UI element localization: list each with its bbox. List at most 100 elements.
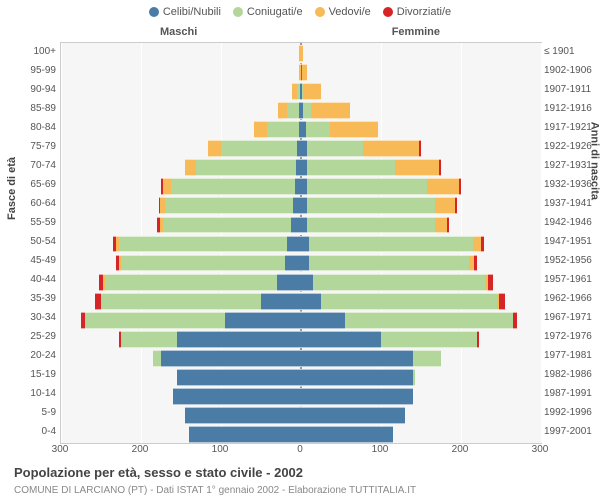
dot-icon	[383, 7, 393, 17]
bar-segment	[105, 274, 277, 291]
y-tick-age: 90-94	[22, 84, 56, 95]
age-row	[61, 255, 541, 270]
bar-segment	[177, 369, 301, 386]
y-tick-age: 30-34	[22, 312, 56, 323]
age-row	[61, 64, 541, 79]
age-row	[61, 121, 541, 136]
chart-source: COMUNE DI LARCIANO (PT) - Dati ISTAT 1° …	[14, 485, 416, 496]
bar-segment	[307, 197, 435, 214]
bar-segment	[171, 178, 295, 195]
column-label-female: Femmine	[392, 26, 440, 38]
y-tick-birth: 1942-1946	[544, 217, 598, 228]
bar-segment	[307, 217, 435, 234]
x-tick: 200	[132, 444, 149, 455]
age-row	[61, 274, 541, 289]
y-tick-birth: 1972-1976	[544, 331, 598, 342]
age-row	[61, 217, 541, 232]
bar-segment	[481, 236, 484, 253]
plot-area	[60, 42, 542, 444]
bar-segment	[291, 217, 301, 234]
bar-segment	[196, 159, 296, 176]
age-row	[61, 197, 541, 212]
bar-segment	[189, 426, 301, 443]
y-tick-birth: ≤ 1901	[544, 46, 598, 57]
bar-segment	[309, 255, 469, 272]
bar-segment	[499, 293, 505, 310]
bar-segment	[285, 255, 301, 272]
bar-segment	[413, 369, 415, 386]
dot-icon	[315, 7, 325, 17]
y-tick-birth: 1987-1991	[544, 388, 598, 399]
legend-label: Divorziati/e	[397, 6, 451, 18]
bar-segment	[309, 236, 473, 253]
legend: Celibi/Nubili Coniugati/e Vedovi/e Divor…	[0, 0, 600, 18]
bar-segment	[121, 331, 177, 348]
y-tick-age: 60-64	[22, 198, 56, 209]
x-tick: 0	[297, 444, 303, 455]
y-tick-birth: 1952-1956	[544, 255, 598, 266]
y-tick-birth: 1937-1941	[544, 198, 598, 209]
bar-segment	[293, 197, 301, 214]
y-tick-age: 85-89	[22, 103, 56, 114]
bar-segment	[419, 140, 421, 157]
bar-segment	[301, 369, 413, 386]
y-tick-age: 15-19	[22, 369, 56, 380]
y-tick-age: 25-29	[22, 331, 56, 342]
legend-item-divorced: Divorziati/e	[383, 6, 451, 18]
population-pyramid: Celibi/Nubili Coniugati/e Vedovi/e Divor…	[0, 0, 600, 500]
x-tick: 300	[532, 444, 549, 455]
bar-segment	[85, 312, 225, 329]
age-row	[61, 178, 541, 193]
bar-segment	[363, 140, 419, 157]
age-row	[61, 293, 541, 308]
gridline	[541, 43, 542, 443]
bar-segment	[488, 274, 493, 291]
bar-segment	[301, 312, 345, 329]
y-tick-birth: 1982-1986	[544, 369, 598, 380]
bar-segment	[303, 83, 321, 100]
bar-segment	[455, 197, 457, 214]
y-tick-age: 70-74	[22, 160, 56, 171]
legend-item-widowed: Vedovi/e	[315, 6, 371, 18]
bar-segment	[513, 312, 517, 329]
legend-label: Coniugati/e	[247, 6, 303, 18]
bar-segment	[413, 350, 441, 367]
y-tick-birth: 1907-1911	[544, 84, 598, 95]
age-row	[61, 350, 541, 365]
bar-segment	[254, 121, 267, 138]
bar-segment	[321, 293, 497, 310]
bar-segment	[439, 159, 441, 176]
legend-label: Vedovi/e	[329, 6, 371, 18]
bar-segment	[330, 121, 378, 138]
legend-item-single: Celibi/Nubili	[149, 6, 221, 18]
y-tick-birth: 1917-1921	[544, 122, 598, 133]
bar-segment	[307, 140, 363, 157]
bar-segment	[303, 102, 311, 119]
y-tick-age: 10-14	[22, 388, 56, 399]
bar-segment	[277, 274, 301, 291]
y-tick-birth: 1912-1916	[544, 103, 598, 114]
dot-icon	[149, 7, 159, 17]
bar-segment	[301, 293, 321, 310]
bar-segment	[301, 45, 303, 62]
bar-segment	[287, 102, 299, 119]
x-tick: 200	[452, 444, 469, 455]
x-tick: 100	[212, 444, 229, 455]
bar-segment	[301, 331, 381, 348]
y-tick-birth: 1927-1931	[544, 160, 598, 171]
bar-segment	[161, 350, 301, 367]
y-tick-age: 40-44	[22, 274, 56, 285]
bar-segment	[177, 331, 301, 348]
bar-segment	[301, 407, 405, 424]
y-tick-birth: 1992-1996	[544, 407, 598, 418]
bar-segment	[278, 102, 288, 119]
bar-segment	[473, 236, 481, 253]
y-tick-birth: 1967-1971	[544, 312, 598, 323]
age-row	[61, 407, 541, 422]
y-tick-age: 95-99	[22, 65, 56, 76]
bar-segment	[301, 350, 413, 367]
bar-segment	[153, 350, 161, 367]
bar-segment	[459, 178, 461, 195]
age-row	[61, 159, 541, 174]
y-tick-birth: 1922-1926	[544, 141, 598, 152]
